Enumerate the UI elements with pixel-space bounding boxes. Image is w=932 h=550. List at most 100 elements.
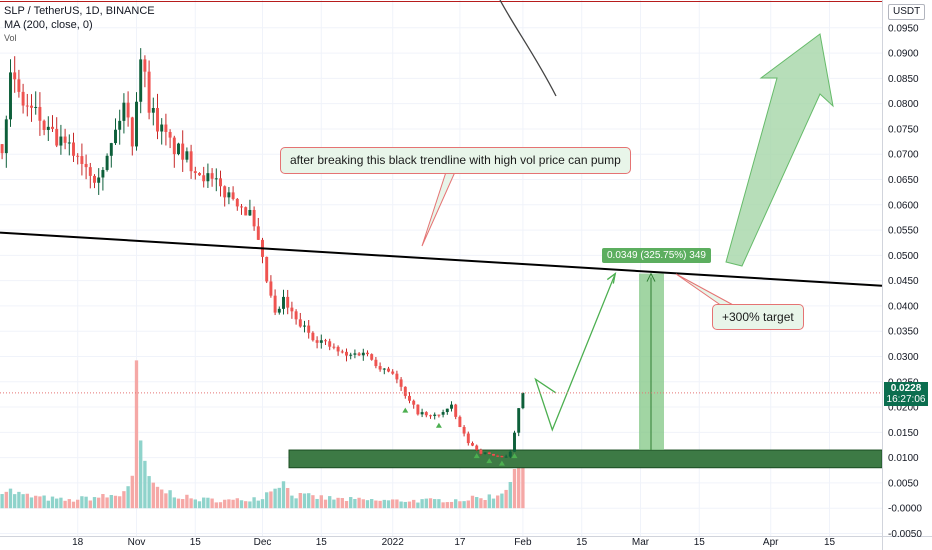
candle-body — [126, 102, 130, 118]
candle — [450, 401, 453, 412]
candle — [517, 408, 521, 437]
candle-body — [437, 414, 441, 416]
volume-bar — [4, 491, 8, 509]
volume-bar — [214, 502, 218, 509]
candle-body — [412, 400, 416, 405]
candle — [273, 289, 277, 316]
volume-bar — [50, 496, 55, 509]
volume-bar — [63, 500, 67, 509]
candle — [294, 309, 298, 325]
candle — [399, 377, 403, 391]
volume-bar — [428, 498, 433, 509]
y-tick-label: 0.0400 — [888, 301, 919, 312]
candle-body — [101, 169, 105, 178]
candle — [458, 415, 462, 428]
candle — [214, 168, 218, 192]
candle-body — [307, 325, 311, 333]
ma-indicator-label: MA (200, close, 0) — [4, 19, 93, 31]
currency-badge[interactable]: USDT — [888, 4, 926, 20]
candle-body — [244, 207, 248, 216]
candle — [441, 409, 445, 418]
candle — [277, 306, 281, 315]
candle-body — [63, 136, 67, 143]
candle-body — [46, 126, 50, 130]
volume-bar — [517, 452, 521, 509]
candle-body — [118, 120, 122, 130]
y-tick-label: 0.0950 — [888, 23, 919, 34]
volume-bar — [302, 493, 307, 509]
candle — [38, 92, 42, 136]
candle — [231, 186, 235, 201]
support-zone — [288, 449, 883, 469]
candle-body — [164, 124, 168, 132]
volume-bar — [176, 498, 181, 509]
candle-body — [198, 172, 201, 176]
candle — [84, 154, 88, 180]
candle-body — [4, 119, 8, 154]
target-callout-pointer — [675, 273, 736, 307]
candle-body — [147, 71, 151, 113]
candle — [416, 404, 420, 416]
volume-bar — [17, 491, 21, 509]
candle-body — [269, 281, 273, 296]
volume-bar — [0, 494, 4, 509]
volume-bar — [269, 491, 273, 509]
candle-body — [88, 167, 92, 176]
candle-body — [395, 373, 399, 380]
y-tick-label: 0.0050 — [888, 478, 919, 489]
signal-marker — [498, 460, 505, 466]
volume-bar — [168, 490, 172, 509]
volume-bar — [239, 500, 244, 509]
candle-body — [471, 443, 474, 446]
candle-body — [168, 131, 172, 138]
candle-body — [189, 151, 193, 172]
candle — [55, 117, 59, 148]
candle — [143, 55, 147, 88]
candle — [42, 119, 46, 136]
candle-body — [475, 445, 479, 450]
candle — [130, 116, 134, 156]
candle — [483, 452, 487, 455]
candle-body — [55, 128, 59, 146]
candle — [227, 186, 231, 205]
signal-marker — [486, 458, 493, 464]
volume-bar — [55, 498, 59, 509]
candle-body — [315, 340, 319, 343]
volume-bar — [416, 502, 420, 509]
candle — [198, 172, 201, 176]
volume-bar — [126, 486, 130, 509]
candle — [101, 167, 105, 191]
volume-bar — [25, 493, 29, 509]
candle — [454, 403, 458, 420]
candle-body — [387, 368, 390, 372]
signal-marker — [435, 422, 442, 428]
candle-body — [403, 386, 407, 396]
candle — [219, 170, 222, 197]
candle — [80, 143, 84, 176]
candle-body — [235, 198, 239, 207]
countdown-badge: 16:27:06 — [884, 394, 928, 406]
volume-bar — [407, 501, 412, 509]
candle-body — [210, 173, 214, 179]
volume-bar — [336, 497, 340, 509]
volume-bar — [399, 501, 403, 509]
candle — [500, 455, 504, 458]
volume-bar — [437, 499, 441, 509]
volume-bar — [466, 500, 470, 509]
volume-bar — [193, 499, 197, 509]
current-price-badge: 0.0228 — [884, 382, 928, 395]
volume-bar — [491, 498, 496, 509]
y-tick-label: 0.0700 — [888, 150, 919, 161]
candle-body — [214, 178, 218, 180]
x-tick-label: Apr — [763, 537, 779, 548]
volume-bar — [487, 494, 491, 509]
y-tick-label: 0.0900 — [888, 49, 919, 60]
candle-body — [370, 354, 374, 360]
candle-body — [130, 117, 134, 147]
candle — [433, 412, 437, 420]
candle — [164, 113, 168, 146]
x-tick-label: Mar — [632, 537, 650, 548]
volume-bar — [365, 500, 370, 509]
candle-body — [454, 404, 458, 417]
